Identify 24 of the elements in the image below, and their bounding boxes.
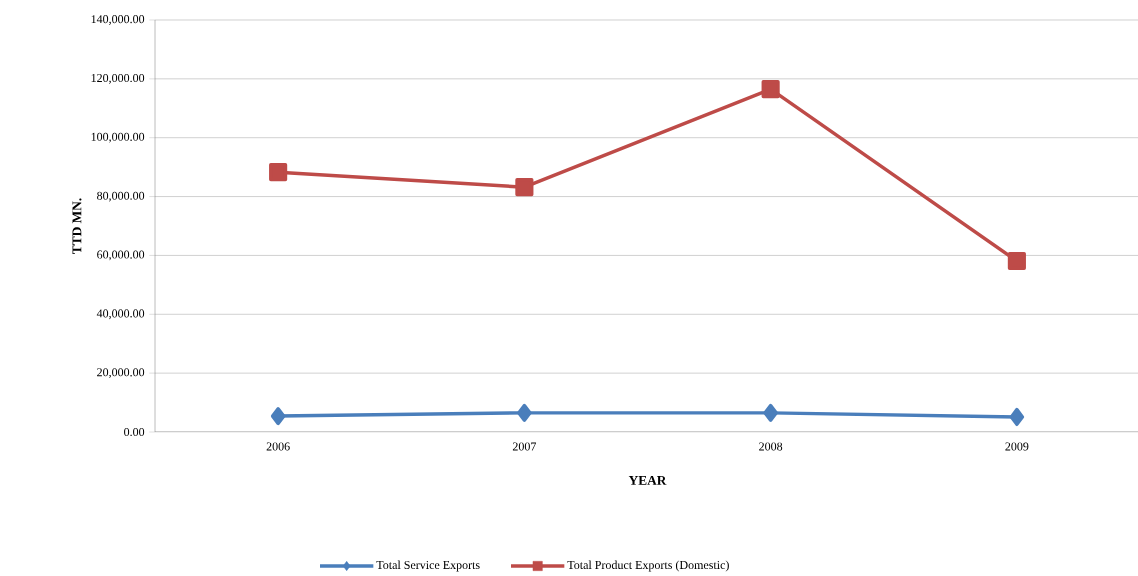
point: [1007, 251, 1026, 271]
point: [269, 163, 288, 182]
x-tick-label: 2006: [266, 442, 290, 451]
y-tick-label: 20,000.00: [97, 368, 145, 379]
point: [761, 80, 780, 99]
legend-label: Total Product Exports (Domestic): [567, 560, 729, 572]
y-tick-label: 120,000.00: [91, 73, 145, 84]
y-tick-label: 60,000.00: [97, 250, 145, 261]
y-tick-label: 100,000.00: [91, 132, 145, 143]
point: [270, 407, 286, 426]
point: [763, 403, 778, 422]
x-axis-title: YEAR: [628, 476, 667, 485]
y-tick-label: 80,000.00: [97, 191, 145, 202]
point: [515, 178, 534, 197]
point: [517, 403, 532, 422]
x-tick-label: 2009: [1005, 442, 1029, 451]
y-axis-title: TTD MN.: [72, 198, 82, 254]
y-tick-label: 140,000.00: [91, 15, 145, 25]
y-tick-label: 0.00: [124, 427, 145, 437]
x-tick-label: 2007: [512, 442, 537, 451]
y-tick-label: 40,000.00: [96, 309, 145, 320]
point: [1009, 407, 1025, 427]
legend-label: Total Service Exports: [376, 560, 480, 572]
x-tick-label: 2008: [759, 442, 783, 451]
